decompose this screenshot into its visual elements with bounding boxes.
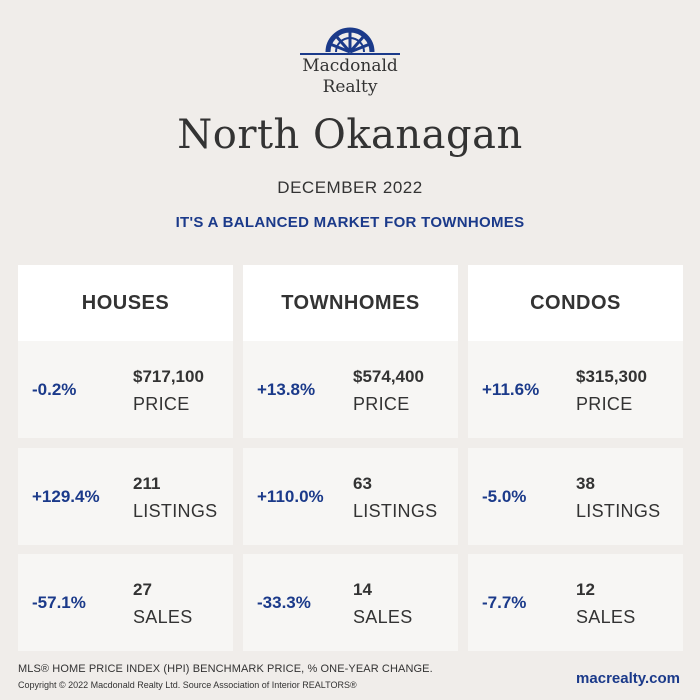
market-tagline: IT'S A BALANCED MARKET FOR TOWNHOMES (175, 214, 525, 231)
stat-label: LISTINGS (353, 501, 438, 521)
percent-change: -5.0% (482, 486, 527, 506)
percent-change: +13.8% (257, 379, 316, 399)
stat-cell-price: +11.6% $315,300 PRICE (468, 341, 683, 438)
footnote: MLS® HOME PRICE INDEX (HPI) BENCHMARK PR… (18, 663, 433, 675)
column-townhomes: TOWNHOMES +13.8% $574,400 PRICE +110.0% … (243, 265, 458, 651)
stat-label: SALES (576, 607, 636, 627)
percent-change: -0.2% (32, 379, 77, 399)
stat-value: $717,100 (133, 367, 204, 386)
page-title: North Okanagan (177, 112, 523, 158)
percent-change: +129.4% (32, 486, 100, 506)
column-heading: TOWNHOMES (243, 265, 458, 341)
stat-cell-price: -0.2% $717,100 PRICE (18, 341, 233, 438)
website-link[interactable]: macrealty.com (576, 670, 680, 687)
percent-change: -33.3% (257, 592, 311, 612)
stat-label: SALES (133, 607, 193, 627)
stat-label: PRICE (576, 394, 633, 414)
percent-change: +110.0% (257, 486, 324, 506)
column-houses: HOUSES -0.2% $717,100 PRICE +129.4% 211 … (18, 265, 233, 651)
brand-logo: Macdonald Realty (290, 24, 410, 108)
stat-cell-sales: -57.1% 27 SALES (18, 554, 233, 651)
copyright: Copyright © 2022 Macdonald Realty Ltd. S… (18, 680, 357, 690)
report-date: DECEMBER 2022 (277, 178, 423, 197)
stat-cell-sales: -7.7% 12 SALES (468, 554, 683, 651)
stat-cell-listings: -5.0% 38 LISTINGS (468, 448, 683, 545)
stat-label: LISTINGS (576, 501, 661, 521)
stat-label: SALES (353, 607, 413, 627)
sunburst-arch-logo-icon (300, 27, 400, 55)
column-heading: CONDOS (468, 265, 683, 341)
stat-value: $574,400 (353, 367, 424, 386)
stat-value: 63 (353, 474, 372, 493)
stat-cell-price: +13.8% $574,400 PRICE (243, 341, 458, 438)
stat-cell-listings: +129.4% 211 LISTINGS (18, 448, 233, 545)
stat-label: PRICE (353, 394, 410, 414)
brand-name-line1: Macdonald (302, 56, 398, 76)
percent-change: -7.7% (482, 592, 527, 612)
stat-value: 27 (133, 580, 152, 599)
stat-value: 38 (576, 474, 595, 493)
stat-value: 12 (576, 580, 595, 599)
stat-cell-listings: +110.0% 63 LISTINGS (243, 448, 458, 545)
percent-change: +11.6% (482, 379, 540, 399)
column-heading: HOUSES (18, 265, 233, 341)
stat-value: 211 (133, 474, 161, 493)
column-condos: CONDOS +11.6% $315,300 PRICE -5.0% 38 LI… (468, 265, 683, 651)
stat-label: LISTINGS (133, 501, 218, 521)
stat-value: 14 (353, 580, 372, 599)
percent-change: -57.1% (32, 592, 86, 612)
stat-value: $315,300 (576, 367, 647, 386)
brand-name-line2: Realty (322, 77, 378, 97)
stat-cell-sales: -33.3% 14 SALES (243, 554, 458, 651)
stat-label: PRICE (133, 394, 190, 414)
